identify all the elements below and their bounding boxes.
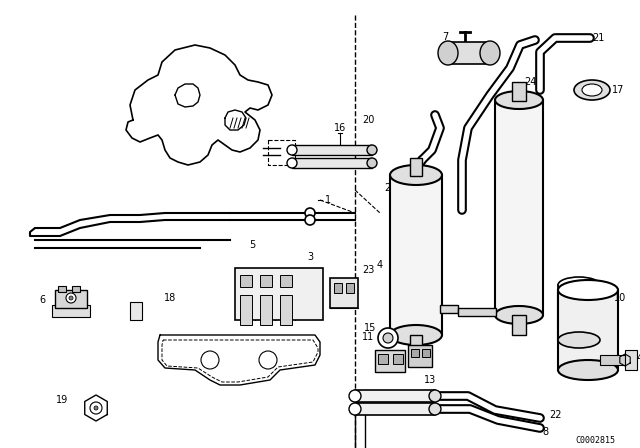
Bar <box>355 390 435 402</box>
Ellipse shape <box>349 390 361 402</box>
Circle shape <box>378 328 398 348</box>
Bar <box>458 308 496 316</box>
Ellipse shape <box>495 91 543 109</box>
Circle shape <box>66 293 76 303</box>
Text: 3: 3 <box>307 252 313 262</box>
Bar <box>346 283 354 293</box>
Bar <box>410 335 422 353</box>
Circle shape <box>305 215 315 225</box>
Bar <box>512 82 526 101</box>
Text: 13: 13 <box>424 375 436 385</box>
Bar <box>558 285 600 340</box>
Circle shape <box>94 406 98 410</box>
Text: 2: 2 <box>384 183 390 193</box>
Ellipse shape <box>429 403 441 415</box>
Bar <box>512 315 526 335</box>
Ellipse shape <box>349 403 361 415</box>
Text: 14: 14 <box>632 353 640 363</box>
Bar <box>355 403 435 415</box>
Text: C0002815: C0002815 <box>575 435 615 444</box>
Bar <box>240 275 252 287</box>
Text: 17: 17 <box>612 85 624 95</box>
Bar <box>260 275 272 287</box>
Ellipse shape <box>438 41 458 65</box>
Bar <box>292 158 372 168</box>
Bar <box>240 295 252 325</box>
Circle shape <box>383 333 393 343</box>
Bar <box>422 349 430 357</box>
Text: 10: 10 <box>614 293 626 303</box>
Bar <box>410 158 422 176</box>
Text: 8: 8 <box>542 427 548 437</box>
Circle shape <box>69 296 73 300</box>
Text: 18: 18 <box>164 293 176 303</box>
Text: 1: 1 <box>325 195 331 205</box>
Ellipse shape <box>367 145 377 155</box>
Text: 22: 22 <box>548 410 561 420</box>
Bar <box>235 268 323 320</box>
Bar <box>408 345 432 367</box>
Bar <box>55 290 87 308</box>
Bar <box>72 286 80 292</box>
Text: 19: 19 <box>56 395 68 405</box>
Text: 12: 12 <box>402 330 414 340</box>
Bar <box>130 302 142 320</box>
Bar <box>280 295 292 325</box>
Bar <box>625 350 637 370</box>
Ellipse shape <box>480 41 500 65</box>
Text: 15: 15 <box>364 323 376 333</box>
Ellipse shape <box>574 80 610 100</box>
Ellipse shape <box>390 165 442 185</box>
Text: 16: 16 <box>334 123 346 133</box>
Ellipse shape <box>367 158 377 168</box>
Ellipse shape <box>287 158 297 168</box>
Bar <box>495 100 543 315</box>
Bar <box>280 275 292 287</box>
Bar <box>448 42 490 64</box>
Text: 4: 4 <box>377 260 383 270</box>
Ellipse shape <box>495 306 543 324</box>
Ellipse shape <box>582 84 602 96</box>
Text: 7: 7 <box>442 32 448 42</box>
Text: 9: 9 <box>602 370 608 380</box>
Text: 21: 21 <box>482 410 494 420</box>
Circle shape <box>305 208 315 218</box>
Bar <box>558 290 618 370</box>
Bar <box>411 349 419 357</box>
Bar <box>600 355 632 365</box>
Bar <box>292 145 372 155</box>
Circle shape <box>90 402 102 414</box>
Text: 11: 11 <box>362 332 374 342</box>
Ellipse shape <box>558 332 600 348</box>
Bar <box>58 286 66 292</box>
Text: 21: 21 <box>592 33 604 43</box>
Bar <box>260 295 272 325</box>
Bar <box>393 354 403 364</box>
Ellipse shape <box>287 145 297 155</box>
Ellipse shape <box>558 280 618 300</box>
Text: 24: 24 <box>524 77 536 87</box>
Bar <box>375 350 405 372</box>
Text: 5: 5 <box>249 240 255 250</box>
Bar <box>334 283 342 293</box>
Bar <box>52 305 90 317</box>
Ellipse shape <box>558 360 618 380</box>
Ellipse shape <box>429 390 441 402</box>
Ellipse shape <box>558 277 600 293</box>
Ellipse shape <box>390 325 442 345</box>
Bar <box>378 354 388 364</box>
Bar <box>390 175 442 335</box>
Text: 20: 20 <box>362 115 374 125</box>
Text: 6: 6 <box>39 295 45 305</box>
Bar <box>440 305 458 313</box>
Bar <box>330 278 358 308</box>
Text: 23: 23 <box>362 265 374 275</box>
